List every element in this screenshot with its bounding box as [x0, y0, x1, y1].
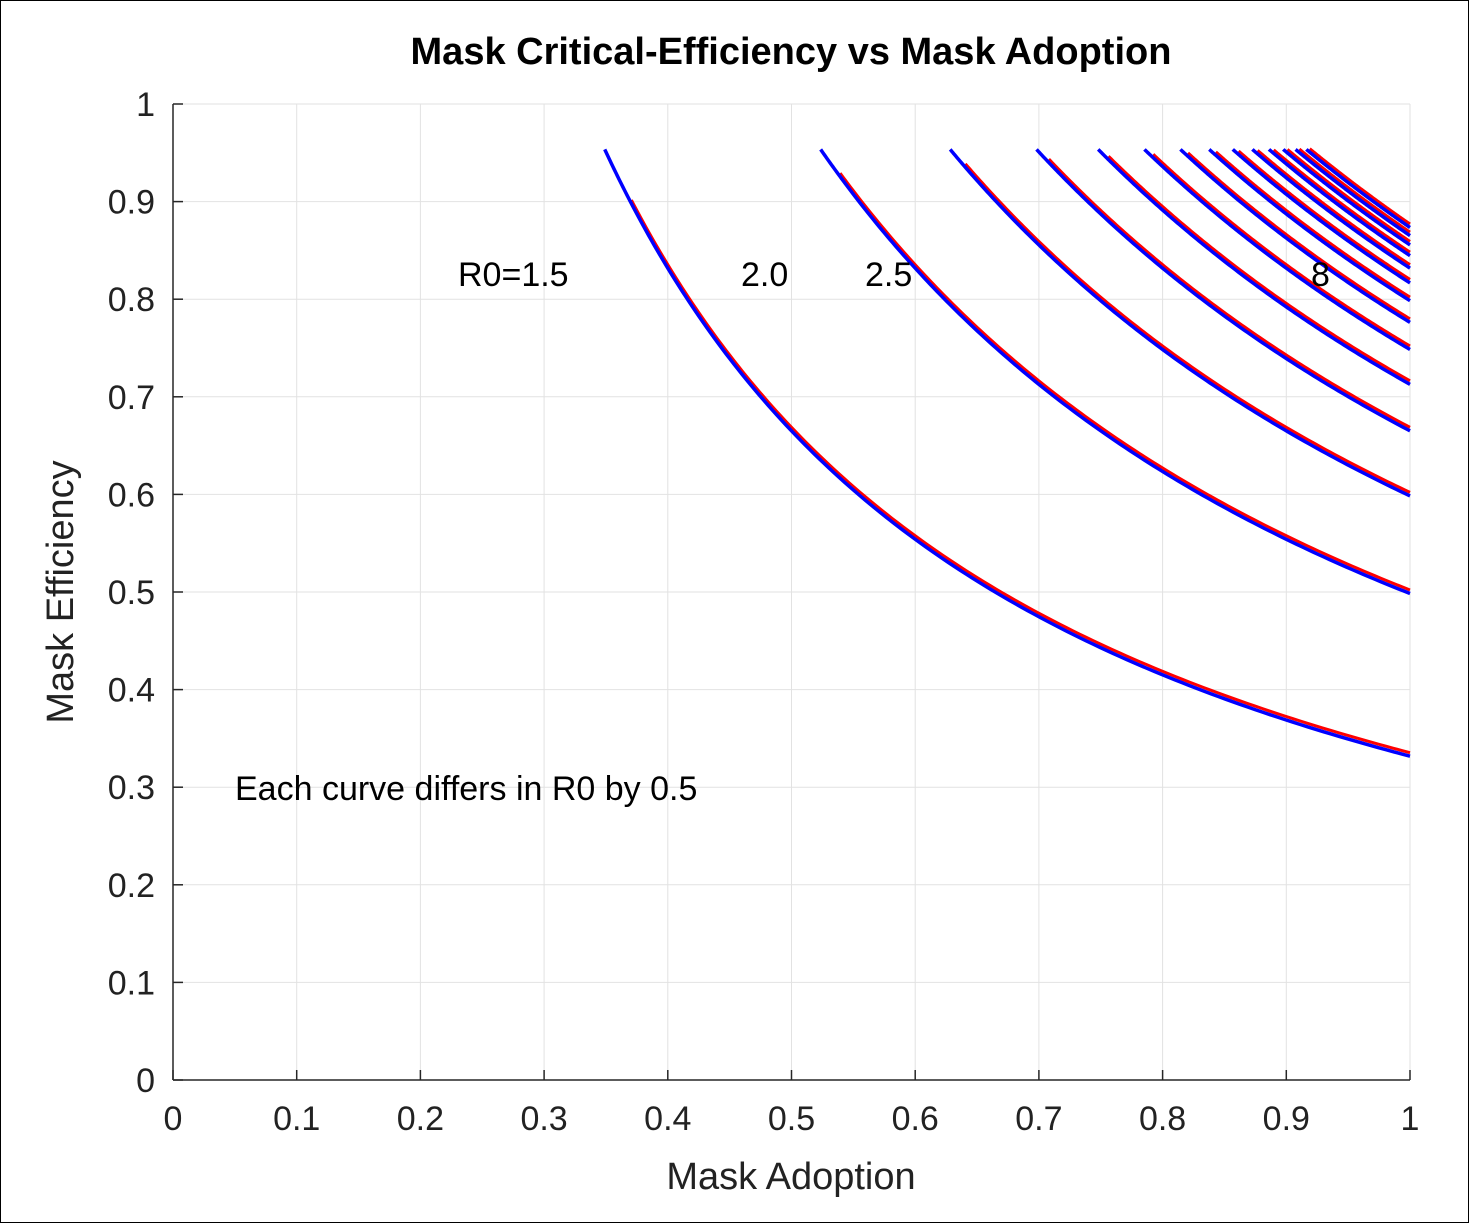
y-tick-label: 0.9 [108, 184, 155, 222]
curve-r0-4-red-line [1152, 153, 1411, 348]
x-tick-label: 0.4 [644, 1100, 691, 1138]
curve-r0-4-5-red-line [1187, 151, 1411, 321]
curve-r0-6 [1250, 147, 1411, 270]
curve-r0-2-red-line [838, 172, 1411, 592]
curve-r0-2-5-blue-line [948, 147, 1411, 498]
curve-r0-3 [1034, 147, 1411, 433]
y-tick-label: 0.5 [108, 574, 155, 612]
x-tick-label: 0.2 [397, 1100, 444, 1138]
curve-r0-4-5-blue-line [1178, 147, 1411, 324]
curve-r0-7-blue-line [1281, 147, 1411, 247]
y-tick-label: 1 [136, 86, 155, 124]
curve-r0-3-5 [1096, 147, 1411, 386]
x-tick-label: 0.3 [520, 1100, 567, 1138]
curve-r0-8 [1304, 147, 1411, 229]
y-tick-label: 0.3 [108, 769, 155, 807]
x-tick-label: 0 [164, 1100, 183, 1138]
curve-r0-4-5 [1178, 147, 1411, 324]
curve-r0-8-red-line [1308, 147, 1411, 226]
curve-r0-5-5-red-line [1237, 149, 1411, 281]
curve-r0-6-5 [1267, 147, 1411, 258]
curve-r0-7-5-red-line [1298, 147, 1411, 234]
curve-r0-2 [819, 147, 1411, 596]
axes [172, 103, 1411, 1081]
y-tick-label: 0.1 [108, 964, 155, 1002]
annotation-r0-2-5: 2.5 [865, 256, 912, 294]
curve-r0-3-5-blue-line [1096, 147, 1411, 386]
annotation-r0-2-0: 2.0 [741, 256, 788, 294]
x-tick-label: 0.5 [768, 1100, 815, 1138]
y-tick-label: 0.8 [108, 281, 155, 319]
curve-r0-6-5-blue-line [1267, 147, 1411, 258]
annotation-r0-1-5: R0=1.5 [458, 256, 569, 294]
curve-r0-6-red-line [1256, 149, 1411, 266]
curve-r0-2-5-red-line [964, 162, 1411, 494]
curve-r0-2-blue-line [819, 147, 1411, 596]
curve-r0-7-5-blue-line [1293, 147, 1411, 238]
curve-r0-5-5-blue-line [1231, 147, 1411, 285]
curve-r0-7-red-line [1286, 148, 1411, 243]
x-tick-label: 1 [1401, 1100, 1420, 1138]
y-tick-label: 0.6 [108, 476, 155, 514]
curve-r0-5-blue-line [1207, 147, 1411, 303]
y-axis-label: Mask Efficiency [40, 460, 82, 723]
annotation-step-note: Each curve differs in R0 by 0.5 [235, 770, 697, 808]
curve-r0-6-blue-line [1250, 147, 1411, 270]
curve-r0-1-5-red-line [630, 199, 1411, 755]
curve-r0-2-5 [948, 147, 1411, 498]
x-axis-label: Mask Adoption [666, 1156, 915, 1198]
curve-r0-4-blue-line [1142, 147, 1411, 352]
x-tick-label: 0.9 [1263, 1100, 1310, 1138]
curve-r0-7-5 [1293, 147, 1411, 238]
curve-r0-6-5-red-line [1272, 148, 1411, 254]
curve-r0-5-5 [1231, 147, 1411, 285]
x-tick-label: 0.8 [1139, 1100, 1186, 1138]
curve-r0-8-blue-line [1304, 147, 1411, 229]
curve-r0-5 [1207, 147, 1411, 303]
curve-r0-3-blue-line [1034, 147, 1411, 433]
curves [603, 147, 1411, 758]
curve-r0-3-red-line [1047, 158, 1411, 429]
x-tick-label: 0.7 [1015, 1100, 1062, 1138]
y-tick-label: 0.2 [108, 867, 155, 905]
curve-r0-3-5-red-line [1107, 155, 1411, 383]
x-tick-labels: 0 0.1 0.2 0.3 0.4 0.5 0.6 0.7 0.8 0.9 1 [164, 1100, 1420, 1138]
curve-r0-5-red-line [1214, 150, 1411, 299]
x-tick-label: 0.1 [273, 1100, 320, 1138]
y-tick-label: 0.7 [108, 379, 155, 417]
x-tick-label: 0.6 [892, 1100, 939, 1138]
y-tick-label: 0 [136, 1062, 155, 1100]
chart-title: Mask Critical-Efficiency vs Mask Adoptio… [411, 31, 1172, 73]
curve-r0-1-5-blue-line [603, 148, 1411, 758]
annotation-r0-8: 8 [1311, 256, 1330, 294]
curve-r0-4 [1142, 147, 1411, 352]
curve-r0-7 [1281, 147, 1411, 247]
y-tick-label: 0.4 [108, 672, 155, 710]
curve-r0-1-5 [603, 148, 1411, 758]
y-tick-labels: 0 0.1 0.2 0.3 0.4 0.5 0.6 0.7 0.8 0.9 1 [108, 86, 155, 1100]
